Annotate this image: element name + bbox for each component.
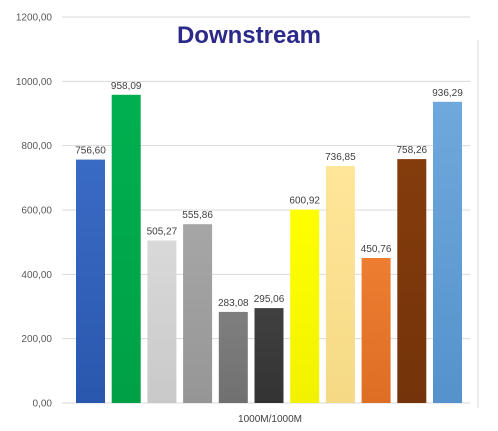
y-tick-label: 600,00 bbox=[21, 206, 52, 217]
bar-1 bbox=[76, 159, 105, 403]
x-axis-category-label: 1000M/1000M bbox=[238, 414, 302, 425]
data-label-1: 756,60 bbox=[75, 146, 106, 157]
bar-9 bbox=[361, 258, 391, 403]
bar-5 bbox=[218, 311, 248, 403]
data-label-11: 936,29 bbox=[432, 88, 463, 99]
bars bbox=[76, 94, 462, 404]
y-tick-label: 400,00 bbox=[21, 270, 52, 281]
data-label-4: 555,86 bbox=[182, 210, 213, 221]
data-label-10: 758,26 bbox=[397, 145, 428, 156]
data-label-6: 295,06 bbox=[254, 294, 285, 305]
y-tick-label: 200,00 bbox=[21, 334, 52, 345]
bar-8 bbox=[325, 166, 355, 403]
data-labels: 756,60 958,09 505,27 555,86 283,08 295,06 600,… bbox=[75, 81, 463, 309]
bar-7 bbox=[290, 209, 320, 403]
data-label-2: 958,09 bbox=[111, 81, 142, 92]
y-axis-tick-labels: 0,00 200,00 400,00 600,00 800,00 1000,00 1200,… bbox=[16, 13, 53, 410]
bar-2 bbox=[111, 94, 141, 404]
data-label-3: 505,27 bbox=[147, 227, 178, 238]
chart-title: Downstream bbox=[177, 22, 321, 49]
y-tick-label: 800,00 bbox=[21, 141, 52, 152]
bar-6 bbox=[254, 308, 284, 403]
data-label-7: 600,92 bbox=[289, 196, 320, 207]
y-tick-label: 0,00 bbox=[33, 399, 53, 410]
data-label-8: 736,85 bbox=[325, 152, 356, 163]
y-tick-label: 1000,00 bbox=[16, 77, 53, 88]
y-tick-label: 1200,00 bbox=[16, 13, 53, 24]
bar-3 bbox=[147, 240, 177, 403]
bar-11 bbox=[433, 101, 462, 404]
bar-4 bbox=[183, 224, 213, 403]
bar-10 bbox=[397, 159, 427, 403]
data-label-9: 450,76 bbox=[361, 244, 392, 255]
data-label-5: 283,08 bbox=[218, 298, 249, 309]
